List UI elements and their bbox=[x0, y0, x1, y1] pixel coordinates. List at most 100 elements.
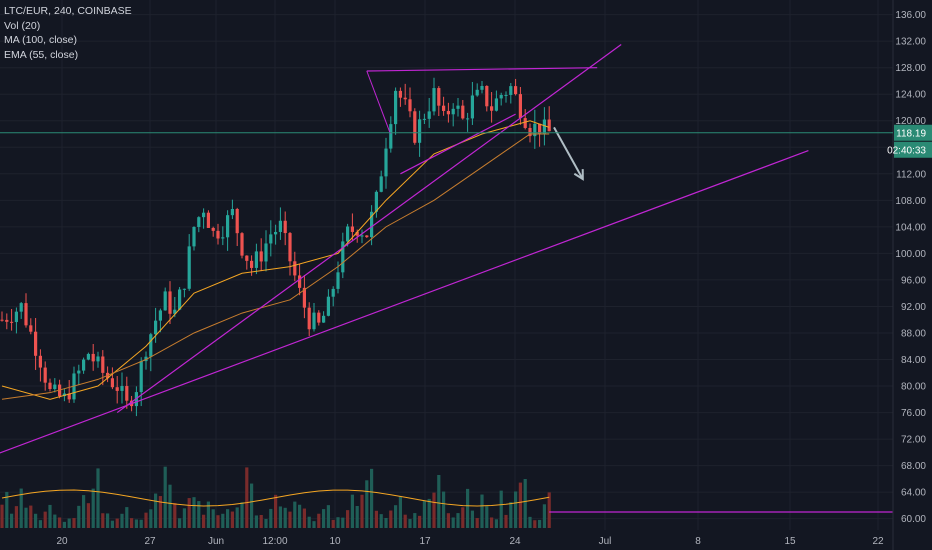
candle-body bbox=[187, 246, 191, 289]
volume-bar bbox=[245, 467, 249, 528]
candle-body bbox=[235, 208, 239, 234]
volume-bar bbox=[365, 480, 369, 528]
price-tick-label: 124.00 bbox=[895, 90, 926, 101]
volume-bar bbox=[226, 509, 230, 528]
candle-body bbox=[264, 243, 268, 262]
volume-bar bbox=[350, 494, 354, 528]
volume-bar bbox=[14, 506, 18, 528]
down-arrow-shaft bbox=[553, 126, 584, 180]
volume-bar bbox=[149, 509, 153, 528]
volume-bar bbox=[29, 505, 33, 528]
volume-bar bbox=[178, 518, 182, 528]
candle-body bbox=[274, 231, 278, 235]
time-tick-label: 22 bbox=[872, 536, 884, 547]
volume-bar bbox=[494, 519, 498, 528]
candle-body bbox=[77, 370, 81, 374]
volume-bar bbox=[134, 519, 138, 528]
candle-body bbox=[302, 287, 306, 308]
time-tick-label: 17 bbox=[419, 536, 431, 547]
volume-bar bbox=[182, 508, 186, 528]
volume-bar bbox=[110, 520, 114, 528]
candle-body bbox=[384, 148, 388, 177]
candle-body bbox=[178, 289, 182, 310]
time-tick-label: 10 bbox=[329, 536, 341, 547]
volume-ma-line bbox=[1, 489, 550, 507]
volume-bar bbox=[307, 516, 311, 528]
candle-body bbox=[96, 356, 100, 362]
candle-body bbox=[0, 319, 4, 321]
volume-bar bbox=[331, 519, 335, 528]
volume-bar bbox=[82, 495, 86, 528]
candle-body bbox=[269, 234, 273, 244]
volume-bar bbox=[427, 498, 431, 528]
volume-bar bbox=[341, 517, 345, 528]
candle-body bbox=[437, 88, 441, 106]
price-tick-label: 84.00 bbox=[901, 355, 926, 366]
volume-bar bbox=[346, 510, 350, 528]
volume-bar bbox=[504, 514, 508, 528]
candle-body bbox=[480, 85, 484, 90]
volume-bar bbox=[336, 517, 340, 528]
volume-bar bbox=[254, 515, 258, 528]
price-tick-label: 92.00 bbox=[901, 302, 926, 313]
price-tick-label: 128.00 bbox=[895, 63, 926, 74]
time-axis[interactable]: 20 27 Jun 12:00 10 17 24 Jul 8 15 22 bbox=[56, 536, 884, 547]
candle-body bbox=[494, 98, 498, 111]
upper-channel-line bbox=[116, 43, 622, 414]
volume-bar bbox=[274, 494, 278, 528]
candle-body bbox=[326, 296, 330, 316]
legend-volume[interactable]: Vol (20) bbox=[4, 19, 41, 32]
candle-body bbox=[48, 382, 52, 390]
candle-body bbox=[14, 311, 18, 323]
candle-body bbox=[499, 95, 503, 99]
volume-bar bbox=[326, 505, 330, 528]
trend-drawings[interactable] bbox=[0, 43, 893, 513]
volume-bar bbox=[461, 507, 465, 528]
volume-bar bbox=[456, 513, 460, 528]
volume-bar bbox=[446, 513, 450, 528]
volume-bar bbox=[192, 497, 196, 528]
last-price-tag bbox=[894, 124, 932, 141]
volume-bar bbox=[322, 509, 326, 528]
volume-bar bbox=[24, 507, 28, 528]
volume-bar bbox=[442, 491, 446, 528]
candle-body bbox=[197, 217, 201, 227]
price-axis[interactable]: 136.00132.00128.00124.00120.00116.00112.… bbox=[892, 0, 926, 550]
volume-bar bbox=[312, 521, 316, 528]
volume-bar bbox=[0, 504, 4, 528]
grid bbox=[0, 0, 893, 530]
legend-ema[interactable]: EMA (55, close) bbox=[4, 48, 79, 61]
volume-bar bbox=[125, 507, 129, 528]
candle-body bbox=[394, 90, 398, 125]
candle-body bbox=[24, 303, 28, 326]
candle-body bbox=[374, 191, 378, 212]
volume-bar bbox=[19, 488, 23, 528]
price-tick-label: 80.00 bbox=[901, 382, 926, 393]
time-tick-label: Jul bbox=[599, 536, 612, 547]
volume-bar bbox=[317, 513, 321, 528]
volume-bar bbox=[374, 510, 378, 528]
candle-body bbox=[418, 119, 422, 143]
volume-bar bbox=[528, 516, 532, 528]
volume-bar bbox=[77, 505, 81, 528]
volume-bar bbox=[523, 478, 527, 528]
volume-bar bbox=[509, 502, 513, 528]
volume-bar bbox=[67, 518, 71, 528]
candle-body bbox=[490, 106, 494, 111]
time-tick-label: 12:00 bbox=[262, 536, 287, 547]
price-tick-label: 112.00 bbox=[896, 169, 926, 180]
volume-bar bbox=[139, 519, 143, 528]
candle-body bbox=[259, 251, 263, 262]
volume-bar bbox=[221, 513, 225, 528]
legend-ma[interactable]: MA (100, close) bbox=[4, 34, 77, 46]
volume-bar bbox=[518, 482, 522, 528]
volume-bar bbox=[120, 513, 124, 528]
candle-body bbox=[82, 359, 86, 371]
volume-bar bbox=[101, 513, 105, 528]
volume-bar bbox=[86, 503, 90, 528]
volume-bar bbox=[355, 505, 359, 528]
legend-symbol[interactable]: LTC/EUR, 240, COINBASE bbox=[4, 5, 132, 17]
candle-body bbox=[86, 353, 90, 360]
